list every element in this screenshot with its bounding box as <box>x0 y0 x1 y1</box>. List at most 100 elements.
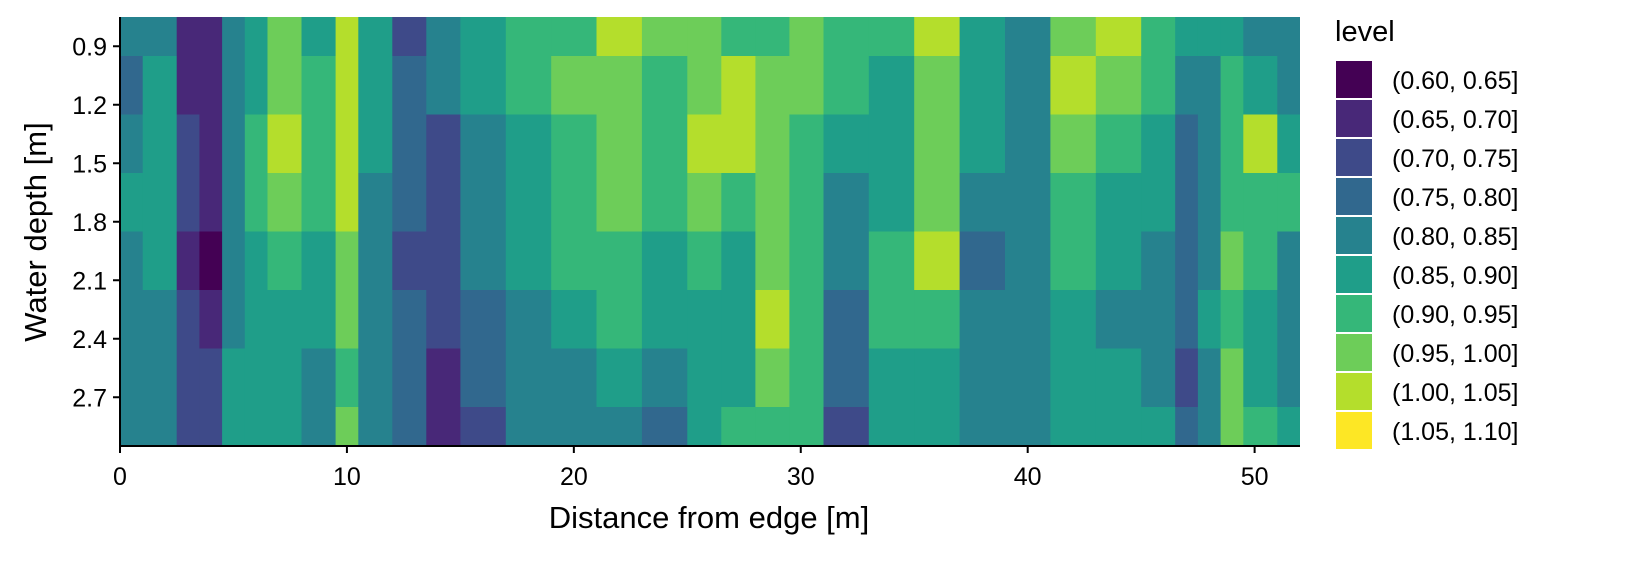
x-tick-label: 50 <box>1241 463 1269 491</box>
contour-cell <box>1141 114 1176 174</box>
contour-cell <box>222 231 246 291</box>
contour-cell <box>1220 17 1245 57</box>
contour-cell <box>1197 290 1222 350</box>
contour-cell <box>301 114 337 174</box>
contour-cell <box>176 231 201 291</box>
contour-cell <box>596 114 643 174</box>
contour-cell <box>460 114 507 174</box>
contour-cell <box>335 56 360 116</box>
contour-cell <box>914 56 961 116</box>
x-tick-label: 0 <box>113 463 127 491</box>
contour-cell <box>335 231 360 291</box>
contour-cell <box>1141 231 1176 291</box>
contour-cell <box>1050 114 1097 174</box>
contour-cell <box>301 17 337 57</box>
contour-cell <box>596 231 643 291</box>
contour-cell <box>914 173 961 233</box>
legend-label: (1.00, 1.05] <box>1392 379 1518 407</box>
contour-cell <box>959 173 1006 233</box>
contour-cell <box>244 231 269 291</box>
y-tick-label: 2.7 <box>72 384 107 412</box>
contour-cell <box>426 290 462 350</box>
contour-cell <box>596 56 643 116</box>
contour-cell <box>755 173 791 233</box>
contour-cell <box>823 173 870 233</box>
contour-cell <box>959 348 1006 408</box>
y-tick-label: 1.2 <box>72 92 107 120</box>
y-tick-label: 1.8 <box>72 209 107 237</box>
contour-cell <box>505 17 552 57</box>
axes <box>119 17 1300 447</box>
contour-cell <box>1175 348 1199 408</box>
contour-cell <box>460 173 507 233</box>
y-tick-label: 2.1 <box>72 267 107 295</box>
contour-cell <box>959 290 1006 350</box>
contour-cell <box>358 173 394 233</box>
contour-cell <box>426 231 462 291</box>
contour-cell <box>199 56 223 116</box>
contour-cell <box>176 17 201 57</box>
contour-cell <box>358 231 394 291</box>
contour-cell <box>823 348 870 408</box>
legend-label: (0.95, 1.00] <box>1392 340 1518 368</box>
contour-cell <box>199 173 223 233</box>
contour-cell <box>142 17 178 57</box>
contour-cell <box>1197 56 1222 116</box>
contour-cell <box>687 407 723 446</box>
contour-cell <box>641 231 689 291</box>
contour-cell <box>335 407 360 446</box>
contour-cell <box>1197 348 1222 408</box>
contour-cell <box>176 173 201 233</box>
y-tick-label: 0.9 <box>72 33 107 61</box>
contour-cell <box>426 348 462 408</box>
contour-cell <box>1095 407 1142 446</box>
legend-swatch <box>1336 61 1372 98</box>
legend-swatch <box>1336 256 1372 293</box>
contour-cell <box>721 348 757 408</box>
contour-cell <box>959 17 1006 57</box>
contour-cell <box>222 348 246 408</box>
contour-cell <box>267 56 303 116</box>
legend-swatch <box>1336 178 1372 215</box>
contour-cell <box>199 407 223 446</box>
contour-cell <box>823 407 870 446</box>
contour-cell <box>755 407 791 446</box>
contour-cell <box>721 114 757 174</box>
contour-cell <box>1197 173 1222 233</box>
legend-label: (0.80, 0.85] <box>1392 223 1518 251</box>
contour-cell <box>959 56 1006 116</box>
contour-cell <box>1243 17 1279 57</box>
contour-cell <box>551 407 598 446</box>
contour-cell <box>1197 231 1222 291</box>
contour-cell <box>1141 17 1176 57</box>
contour-cell <box>392 173 428 233</box>
contour-cell <box>267 348 303 408</box>
contour-cell <box>755 348 791 408</box>
contour-cell <box>301 173 337 233</box>
contour-cell <box>301 56 337 116</box>
contour-cell <box>1197 114 1222 174</box>
contour-cell <box>596 348 643 408</box>
contour-cell <box>1220 56 1245 116</box>
contour-cell <box>959 114 1006 174</box>
contour-cell <box>914 17 961 57</box>
contour-cell <box>120 173 144 233</box>
contour-cell <box>392 348 428 408</box>
contour-cell <box>1243 173 1279 233</box>
contour-cell <box>789 17 825 57</box>
legend-swatch <box>1336 139 1372 176</box>
contour-cell <box>460 56 507 116</box>
contour-cell <box>358 290 394 350</box>
legend-label: (0.75, 0.80] <box>1392 184 1518 212</box>
contour-cell <box>335 17 360 57</box>
contour-cell <box>687 114 723 174</box>
legend-label: (0.85, 0.90] <box>1392 262 1518 290</box>
contour-cell <box>868 114 915 174</box>
contour-cell <box>596 173 643 233</box>
contour-cell <box>914 290 961 350</box>
contour-cell <box>1005 17 1052 57</box>
contour-cell <box>505 407 552 446</box>
contour-cell <box>335 348 360 408</box>
contour-cell <box>1277 173 1300 233</box>
contour-cell <box>1141 407 1176 446</box>
